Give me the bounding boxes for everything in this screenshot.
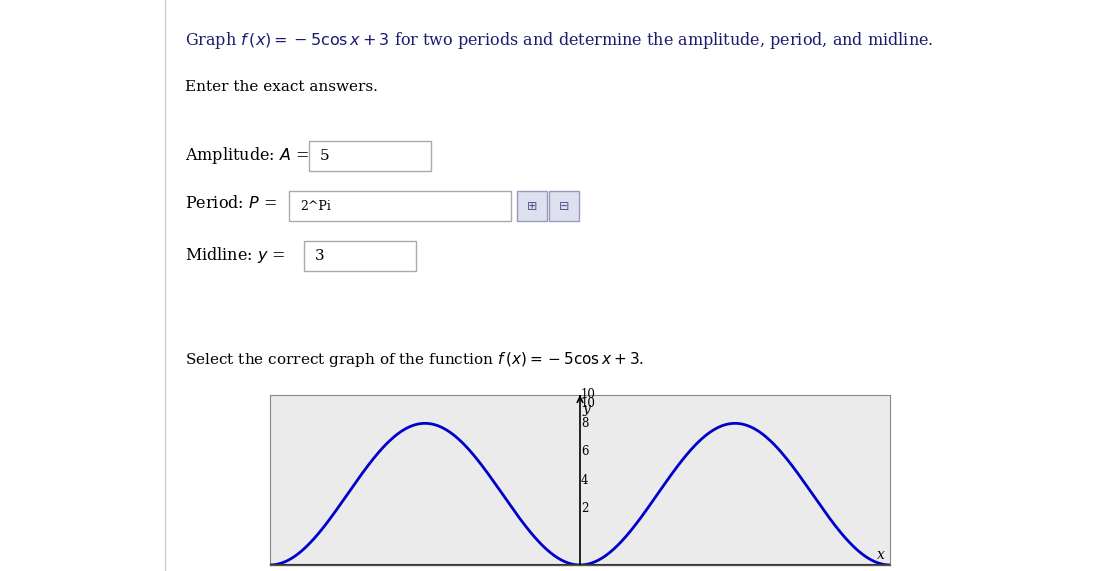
Text: 6: 6 bbox=[581, 445, 588, 458]
Text: y: y bbox=[582, 402, 590, 416]
Text: x: x bbox=[878, 548, 885, 562]
Text: Graph $f\,(x) = -5\cos x + 3$ for two periods and determine the amplitude, perio: Graph $f\,(x) = -5\cos x + 3$ for two pe… bbox=[184, 30, 934, 51]
Text: ⊞: ⊞ bbox=[527, 199, 538, 212]
Text: 3: 3 bbox=[315, 249, 324, 263]
Text: Midline: $y$ =: Midline: $y$ = bbox=[184, 245, 285, 265]
FancyBboxPatch shape bbox=[517, 191, 547, 221]
FancyBboxPatch shape bbox=[304, 241, 416, 271]
Text: 5: 5 bbox=[320, 149, 330, 163]
Text: 10: 10 bbox=[581, 397, 596, 410]
Text: 4: 4 bbox=[581, 473, 588, 486]
Text: 10: 10 bbox=[581, 388, 596, 401]
FancyBboxPatch shape bbox=[288, 191, 511, 221]
Text: 2^Pi: 2^Pi bbox=[300, 199, 331, 212]
Text: Select the correct graph of the function $f\,(x) = -5\cos x + 3$.: Select the correct graph of the function… bbox=[184, 350, 644, 369]
Text: Amplitude: $A$ =: Amplitude: $A$ = bbox=[184, 145, 309, 166]
Text: ⊟: ⊟ bbox=[559, 199, 569, 212]
Text: Period: $P$ =: Period: $P$ = bbox=[184, 195, 277, 212]
FancyBboxPatch shape bbox=[549, 191, 579, 221]
FancyBboxPatch shape bbox=[309, 141, 432, 171]
Text: Enter the exact answers.: Enter the exact answers. bbox=[184, 80, 378, 94]
Text: 8: 8 bbox=[581, 417, 588, 430]
Text: 2: 2 bbox=[581, 502, 588, 515]
